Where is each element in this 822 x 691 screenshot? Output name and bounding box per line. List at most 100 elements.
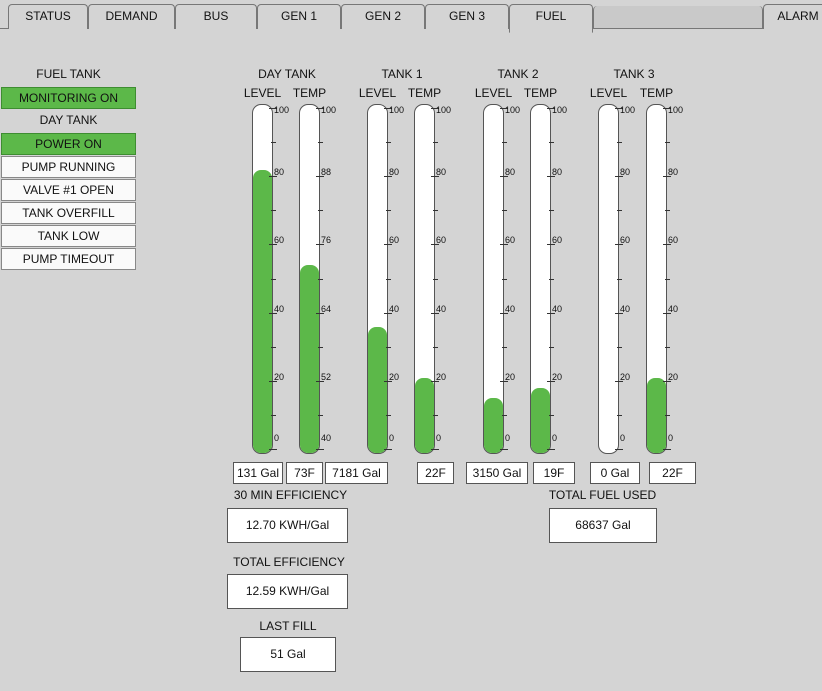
scale-label: 80 <box>552 167 563 178</box>
minor-tick <box>271 210 276 212</box>
minor-tick <box>386 278 391 280</box>
major-tick <box>500 312 508 314</box>
scale-label: 40 <box>552 303 563 314</box>
level-label: LEVEL <box>589 86 628 100</box>
tank-overfill-indicator: TANK OVERFILL <box>1 202 136 224</box>
minor-tick <box>318 142 323 144</box>
major-tick <box>547 244 555 246</box>
major-tick <box>663 176 671 178</box>
major-tick <box>384 108 392 109</box>
tank2-temp-value: 19F <box>533 462 575 484</box>
major-tick <box>615 449 623 450</box>
minor-tick <box>502 278 507 280</box>
pump-running-indicator: PUMP RUNNING <box>1 156 136 178</box>
scale-label: 60 <box>668 235 679 246</box>
major-tick <box>663 312 671 314</box>
major-tick <box>663 449 671 450</box>
scale-label: 40 <box>668 303 679 314</box>
major-tick <box>431 108 439 109</box>
scale-label: 40 <box>436 303 447 314</box>
tab-gen2[interactable]: GEN 2 <box>341 4 425 29</box>
total-fuel-used-value: 68637 Gal <box>549 508 657 543</box>
minor-tick <box>549 346 554 348</box>
scale-label: 20 <box>620 371 631 382</box>
total-efficiency-label: TOTAL EFFICIENCY <box>233 555 345 569</box>
temp-gauge-fill <box>300 265 319 453</box>
level-gauge-fill <box>484 398 503 453</box>
level-gauge <box>252 104 273 454</box>
major-tick <box>547 312 555 314</box>
scale-label: 60 <box>505 235 516 246</box>
temp-gauge <box>299 104 320 454</box>
major-tick <box>269 380 277 382</box>
minor-tick <box>502 346 507 348</box>
scale-label: 80 <box>620 167 631 178</box>
minor-tick <box>665 346 670 348</box>
scale-label: 80 <box>389 167 400 178</box>
pump-timeout-indicator: PUMP TIMEOUT <box>1 248 136 270</box>
major-tick <box>269 449 277 450</box>
tank-title: TANK 1 <box>381 67 423 81</box>
scale-label: 40 <box>274 303 285 314</box>
major-tick <box>269 244 277 246</box>
level-gauge <box>367 104 388 454</box>
minor-tick <box>617 142 622 144</box>
major-tick <box>500 449 508 450</box>
scale-label: 76 <box>321 235 332 246</box>
tab-bus[interactable]: BUS <box>175 4 257 29</box>
scale-label: 40 <box>389 303 400 314</box>
major-tick <box>384 176 392 178</box>
major-tick <box>615 244 623 246</box>
major-tick <box>316 244 324 246</box>
major-tick <box>500 108 508 109</box>
day-tank-temp-value: 73F <box>286 462 323 484</box>
tab-alarm[interactable]: ALARM <box>763 4 822 29</box>
scale-label: 60 <box>274 235 285 246</box>
minor-tick <box>665 142 670 144</box>
last-fill-label: LAST FILL <box>259 619 317 633</box>
tank1-temp-value: 22F <box>417 462 454 484</box>
major-tick <box>500 176 508 178</box>
minor-tick <box>271 346 276 348</box>
scale-label: 100 <box>552 105 568 115</box>
min30-efficiency-value: 12.70 KWH/Gal <box>227 508 348 543</box>
minor-tick <box>386 210 391 212</box>
temp-label: TEMP <box>523 86 558 100</box>
tank-title: TANK 3 <box>613 67 655 81</box>
major-tick <box>615 176 623 178</box>
scale-label: 60 <box>389 235 400 246</box>
monitoring-indicator: MONITORING ON <box>1 87 136 109</box>
tab-demand[interactable]: DEMAND <box>88 4 175 29</box>
minor-tick <box>502 142 507 144</box>
major-tick <box>615 312 623 314</box>
scale-label: 64 <box>321 303 332 314</box>
minor-tick <box>433 414 438 416</box>
minor-tick <box>433 210 438 212</box>
major-tick <box>316 176 324 178</box>
minor-tick <box>617 346 622 348</box>
scale-label: 80 <box>274 167 285 178</box>
temp-label: TEMP <box>639 86 674 100</box>
scale-label: 100 <box>668 105 684 115</box>
minor-tick <box>318 210 323 212</box>
tab-gen3[interactable]: GEN 3 <box>425 4 509 29</box>
minor-tick <box>665 414 670 416</box>
tank-title: DAY TANK <box>258 67 316 81</box>
major-tick <box>269 176 277 178</box>
level-label: LEVEL <box>358 86 397 100</box>
tank-title: TANK 2 <box>497 67 539 81</box>
tab-fuel[interactable]: FUEL <box>509 4 593 33</box>
major-tick <box>431 312 439 314</box>
scale-label: 20 <box>274 371 285 382</box>
day-tank-title: DAY TANK <box>39 113 98 127</box>
major-tick <box>547 108 555 109</box>
tab-status[interactable]: STATUS <box>8 4 88 29</box>
minor-tick <box>318 414 323 416</box>
scale-label: 80 <box>505 167 516 178</box>
scale-label: 100 <box>620 105 636 115</box>
scale-label: 100 <box>389 105 405 115</box>
tank3-level-value: 0 Gal <box>590 462 640 484</box>
major-tick <box>663 108 671 109</box>
tab-gen1[interactable]: GEN 1 <box>257 4 341 29</box>
major-tick <box>431 380 439 382</box>
